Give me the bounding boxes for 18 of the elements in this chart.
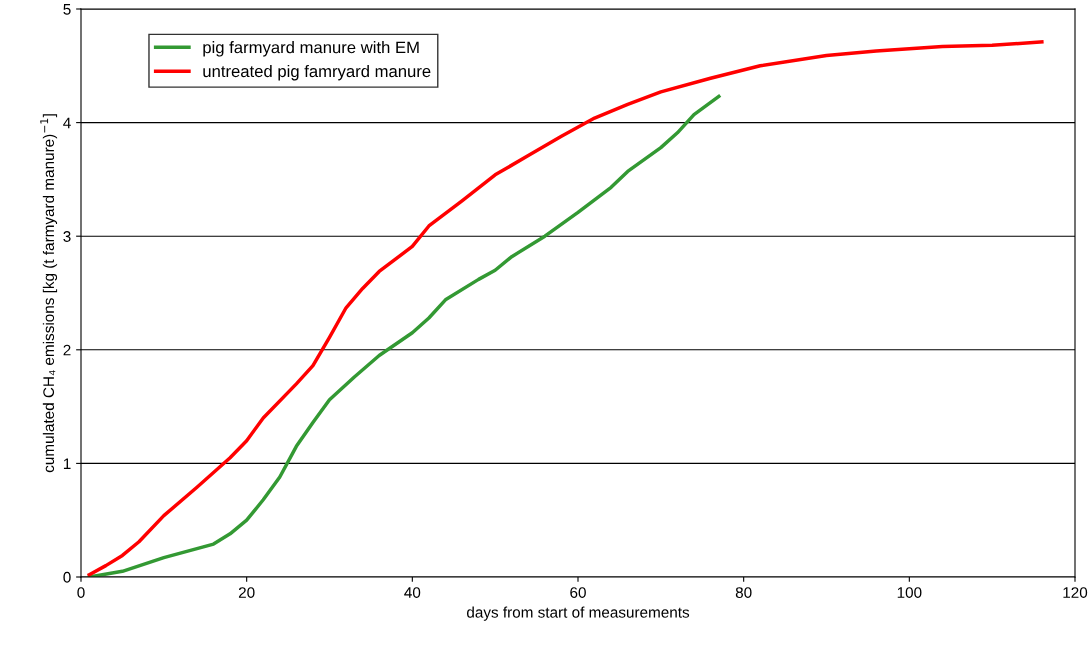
line-series: [87, 40, 1044, 577]
y-tick-label: 4: [63, 117, 71, 129]
legend-label: pig farmyard manure with EM: [203, 41, 419, 57]
x-axis-title: days from start of measurements: [467, 606, 690, 621]
y-tick-label: 2: [63, 344, 71, 356]
y-axis-title: cumulated CH₄ emissions [kg (t farmyard manure)$^{−1}$]: [40, 114, 58, 473]
x-tick-label: 60: [570, 587, 586, 598]
y-tick-label: 3: [63, 231, 71, 242]
x-tick-label: 20: [238, 587, 255, 598]
legend-label: untreated pig famryard manure: [203, 64, 431, 81]
y-tick-label: 1: [63, 458, 71, 469]
x-tick-label: 0: [77, 587, 85, 598]
x-tick-label: 40: [404, 587, 421, 598]
x-tick-label: 120: [1063, 587, 1088, 598]
y-tick-label: 0: [63, 571, 71, 583]
y-tick-label: 5: [63, 4, 71, 15]
x-tick-label: 80: [735, 587, 752, 598]
x-tick-label: 100: [897, 587, 922, 598]
